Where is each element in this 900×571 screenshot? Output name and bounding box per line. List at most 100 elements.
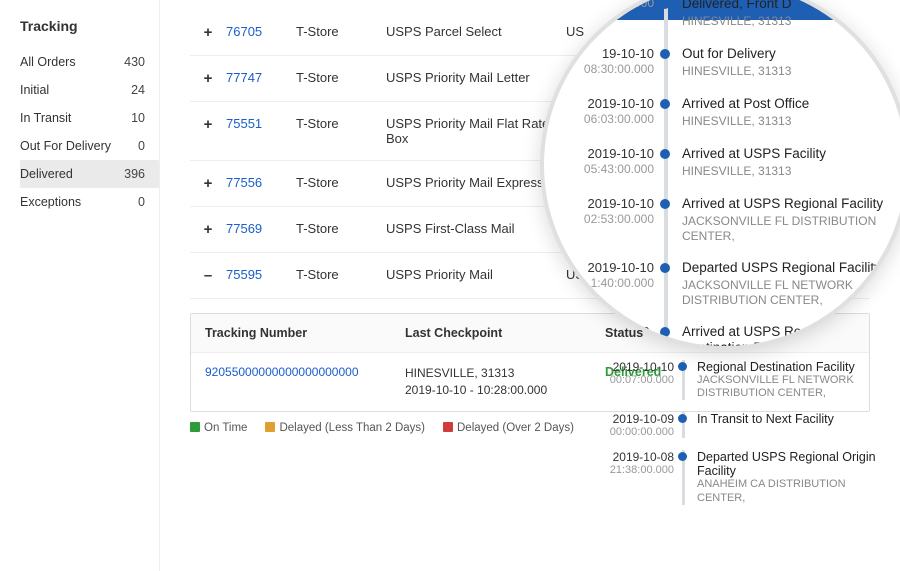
- event-date: 2019-10-10: [554, 146, 654, 162]
- legend-label: Delayed (Less Than 2 Days): [279, 422, 425, 434]
- timeline-list: 2019-10-1000:07:00.000 Regional Destinati…: [592, 360, 892, 571]
- order-store: T-Store: [296, 116, 386, 131]
- expand-toggle[interactable]: +: [190, 221, 226, 238]
- event-date-block: 2019-10-101:40:00.000: [554, 260, 654, 310]
- tracking-number-link[interactable]: 92055000000000000000000: [205, 365, 359, 379]
- event-date-block: 2019-10-0900:00:00.000: [592, 412, 682, 438]
- event-location: HINESVILLE, 31313: [682, 164, 896, 178]
- order-store: T-Store: [296, 221, 386, 236]
- sidebar-title: Tracking: [20, 18, 159, 34]
- sidebar-item-label: Initial: [20, 83, 49, 97]
- event-location: ANAHEIM CA DISTRIBUTION CENTER,: [697, 478, 892, 504]
- app-root: Tracking All Orders430 Initial 24 In Transi…: [0, 0, 900, 571]
- event-date-block: 2019-10-1005:43:00.000: [554, 146, 654, 182]
- event-location: HINESVILLE, 31313: [682, 64, 896, 78]
- event-title: Arrived at Post Office: [682, 96, 896, 112]
- sidebar-item-label: Delivered: [20, 167, 73, 181]
- sidebar-item-all-orders[interactable]: All Orders430: [20, 48, 159, 76]
- event-title: Out for Delivery: [682, 46, 896, 62]
- order-service: USPS Priority Mail Letter: [386, 70, 566, 85]
- sidebar-item-label: Exceptions: [20, 195, 81, 209]
- event-title: Departed USPS Regional Facility: [682, 260, 896, 276]
- timeline-dot-icon: [660, 263, 670, 273]
- event-date: 2019-10-08: [592, 450, 674, 464]
- event-location: JACKSONVILLE FL NETWORK DISTRIBUTION CEN…: [682, 278, 896, 307]
- event-time: 1:40:00.000: [554, 276, 654, 290]
- event-time: 06:03:00.000: [554, 112, 654, 126]
- sidebar-item-count: 24: [131, 83, 145, 97]
- timeline-event: Delivered, Front D HINESVILLE, 31313: [682, 0, 896, 32]
- event-time: 21:38:00.000: [592, 464, 674, 476]
- timeline-event: 2019-10-0900:00:00.000In Transit to Next…: [592, 412, 892, 438]
- timeline-event: 2019-10-1000:07:00.000 Regional Destinati…: [592, 360, 892, 400]
- event-title: Delivered, Front D: [682, 0, 896, 12]
- expand-toggle[interactable]: +: [190, 24, 226, 41]
- last-checkpoint-value: HINESVILLE, 31313 2019-10-10 - 10:28:00.…: [405, 365, 605, 399]
- event-time: 00:00:00.000: [592, 426, 674, 438]
- event-time: 08:30:00.000: [554, 62, 654, 76]
- event-title: Regional Destination Facility: [697, 360, 892, 374]
- order-id-link[interactable]: 75551: [226, 116, 296, 131]
- order-service: USPS Priority Mail Express: [386, 175, 566, 190]
- sidebar-item-delivered[interactable]: Delivered 396: [20, 160, 159, 188]
- event-date: 2019-10-09: [592, 412, 674, 426]
- timeline-dot-icon: [660, 99, 670, 109]
- sidebar-item-out-for-delivery[interactable]: Out For Delivery0: [20, 132, 159, 160]
- timeline-event: Out for Delivery HINESVILLE, 31313: [682, 46, 896, 82]
- event-time: 0.000: [554, 0, 654, 10]
- order-service: USPS Parcel Select: [386, 24, 566, 39]
- sidebar-item-count: 0: [138, 195, 145, 209]
- expand-toggle[interactable]: +: [190, 175, 226, 192]
- expand-toggle[interactable]: –: [190, 267, 226, 284]
- timeline-dot-icon: [678, 414, 687, 423]
- event-date: 2019-10-10: [554, 196, 654, 212]
- sidebar-item-label: In Transit: [20, 111, 71, 125]
- order-id-link[interactable]: 76705: [226, 24, 296, 39]
- timeline-event: Arrived at USPS FacilityHINESVILLE, 3131…: [682, 146, 896, 182]
- timeline-dot-icon: [678, 362, 687, 371]
- legend-item: Delayed (Over 2 Days): [443, 422, 574, 434]
- col-tracking-number: Tracking Number: [205, 326, 405, 340]
- legend-swatch: [190, 422, 200, 432]
- event-date-block: 2019-10-1000:07:00.000: [592, 360, 682, 400]
- timeline-dot-icon: [660, 49, 670, 59]
- sidebar-item-count: 430: [124, 55, 145, 69]
- event-time: 05:43:00.000: [554, 162, 654, 176]
- legend-swatch: [443, 422, 453, 432]
- event-date: 2019-10-10: [554, 260, 654, 276]
- order-store: T-Store: [296, 175, 386, 190]
- timeline-dot-icon: [660, 199, 670, 209]
- timeline-dot-icon: [678, 452, 687, 461]
- sidebar-item-in-transit[interactable]: In Transit10: [20, 104, 159, 132]
- order-service: USPS Priority Mail: [386, 267, 566, 282]
- sidebar-item-initial[interactable]: Initial 24: [20, 76, 159, 104]
- timeline-event: Arrived at USPS Regional FacilityJACKSON…: [682, 196, 896, 246]
- sidebar-item-exceptions[interactable]: Exceptions 0: [20, 188, 159, 216]
- event-date: 2019-10-10: [592, 360, 674, 374]
- sidebar-item-label: Out For Delivery: [20, 139, 111, 153]
- event-date: 10-: [554, 324, 654, 340]
- event-location: HINESVILLE, 31313: [682, 114, 896, 128]
- event-location: HINESVILLE, 31313: [682, 14, 896, 28]
- order-id-link[interactable]: 77556: [226, 175, 296, 190]
- order-id-link[interactable]: 77747: [226, 70, 296, 85]
- event-title: Departed USPS Regional Origin Facility: [697, 450, 892, 478]
- timeline-event: Arrived at Post Office HINESVILLE, 31313: [682, 96, 896, 132]
- expand-toggle[interactable]: +: [190, 70, 226, 87]
- timeline-event: Departed USPS Regional Facility JACKSONVI…: [682, 260, 896, 310]
- order-service: USPS Priority Mail Flat Rate Box: [386, 116, 566, 146]
- order-store: T-Store: [296, 24, 386, 39]
- order-id-link[interactable]: 75595: [226, 267, 296, 282]
- legend-swatch: [265, 422, 275, 432]
- order-id-link[interactable]: 77569: [226, 221, 296, 236]
- sidebar: Tracking All Orders430 Initial 24 In Transi…: [0, 0, 160, 571]
- sidebar-item-count: 396: [124, 167, 145, 181]
- timeline-dot-icon: [660, 149, 670, 159]
- timeline-dot-icon: [660, 327, 670, 337]
- magnifier-lens: 0.00019-10-1008:30:00.0002019-10-1006:03…: [540, 0, 900, 350]
- legend-label: On Time: [204, 422, 247, 434]
- event-title: Arrived at USPS Regional Facility: [682, 196, 896, 212]
- event-time: 02:53:00.000: [554, 212, 654, 226]
- main-panel: +76705T-StoreUSPS Parcel SelectUS+77747T…: [160, 0, 900, 571]
- expand-toggle[interactable]: +: [190, 116, 226, 133]
